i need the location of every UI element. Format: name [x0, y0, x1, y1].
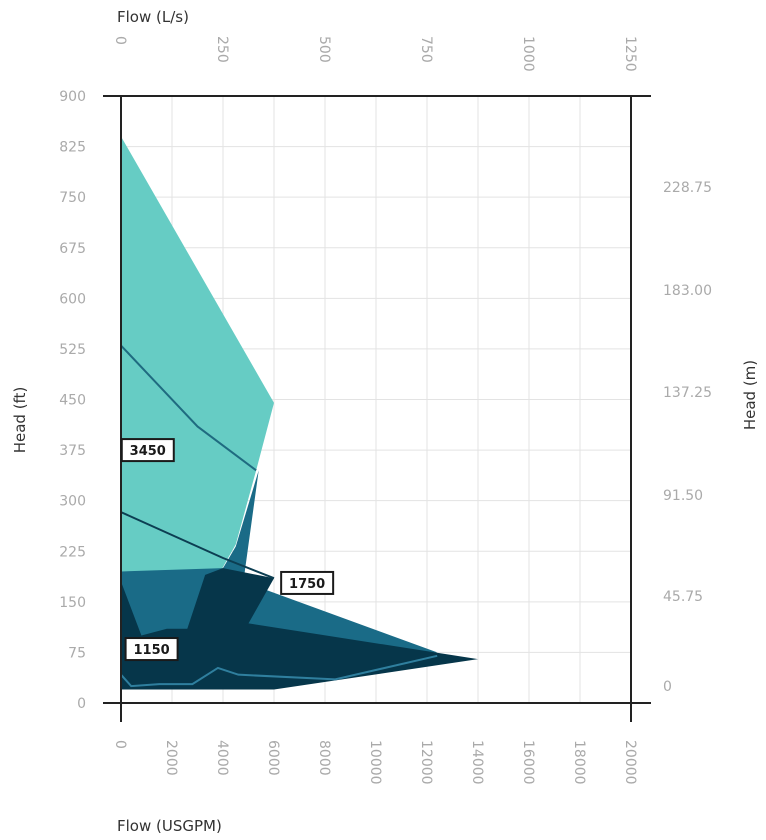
left-tick-label: 75: [68, 645, 86, 661]
coverage-areas: [121, 136, 478, 690]
series-label-3450: 3450: [130, 444, 166, 459]
bottom-tick-label: 2000: [163, 740, 179, 776]
left-tick-label: 750: [59, 190, 86, 206]
top-axis-title: Flow (L/s): [117, 8, 189, 26]
left-tick-label: 0: [77, 696, 86, 712]
left-tick-label: 450: [59, 393, 86, 409]
right-tick-label: 91.50: [663, 488, 703, 504]
curve-line-3450: [120, 344, 257, 472]
curve-line-1750: [120, 511, 275, 580]
bottom-tick-label: 10000: [367, 740, 383, 785]
left-tick-label: 375: [59, 443, 86, 459]
right-tick-label: 228.75: [663, 180, 712, 196]
series-label-1150: 1150: [134, 643, 170, 658]
area-1150: [121, 568, 478, 690]
right-tick-label: 137.25: [663, 385, 712, 401]
left-axis-title: Head (ft): [11, 387, 29, 454]
area-3450: [121, 136, 274, 653]
bottom-tick-label: 14000: [469, 740, 485, 785]
right-axis-title: Head (m): [741, 360, 759, 430]
top-tick-label: 250: [214, 36, 230, 63]
curve-lines: [120, 344, 438, 688]
top-tick-label: 0: [112, 36, 128, 45]
bottom-tick-label: 16000: [520, 740, 536, 785]
series-label-1750: 1750: [289, 577, 325, 592]
bottom-tick-label: 18000: [571, 740, 587, 785]
left-tick-label: 225: [59, 544, 86, 560]
bottom-tick-label: 0: [112, 740, 128, 749]
left-tick-label: 525: [59, 342, 86, 358]
tick-labels: 0 75 150 225 300 375 450 525 600 675 750 825 900 0 45.…: [59, 36, 712, 785]
series-labels: 3450 1750 1150: [120, 438, 335, 662]
series-label-box-1150: [124, 637, 179, 662]
top-tick-label: 750: [418, 36, 434, 63]
right-tick-label: 183.00: [663, 283, 712, 299]
left-tick-label: 300: [59, 494, 86, 510]
curve-line-1150: [120, 654, 438, 688]
bottom-tick-label: 6000: [265, 740, 281, 776]
top-tick-label: 500: [316, 36, 332, 63]
left-tick-label: 900: [59, 89, 86, 105]
left-tick-label: 675: [59, 241, 86, 257]
right-tick-label: 45.75: [663, 589, 703, 605]
axes: [103, 95, 651, 722]
series-label-box-3450: [120, 438, 175, 463]
bottom-tick-label: 20000: [622, 740, 638, 785]
bottom-tick-label: 4000: [214, 740, 230, 776]
bottom-tick-label: 12000: [418, 740, 434, 785]
left-tick-label: 825: [59, 140, 86, 156]
series-label-box-1750: [280, 570, 335, 595]
top-tick-label: 1000: [520, 36, 536, 72]
top-tick-label: 1250: [622, 36, 638, 72]
left-tick-label: 600: [59, 291, 86, 307]
bottom-tick-label: 8000: [316, 740, 332, 776]
right-tick-label: 0: [663, 679, 672, 695]
bottom-axis-title: Flow (USGPM): [117, 817, 222, 835]
left-tick-label: 150: [59, 595, 86, 611]
